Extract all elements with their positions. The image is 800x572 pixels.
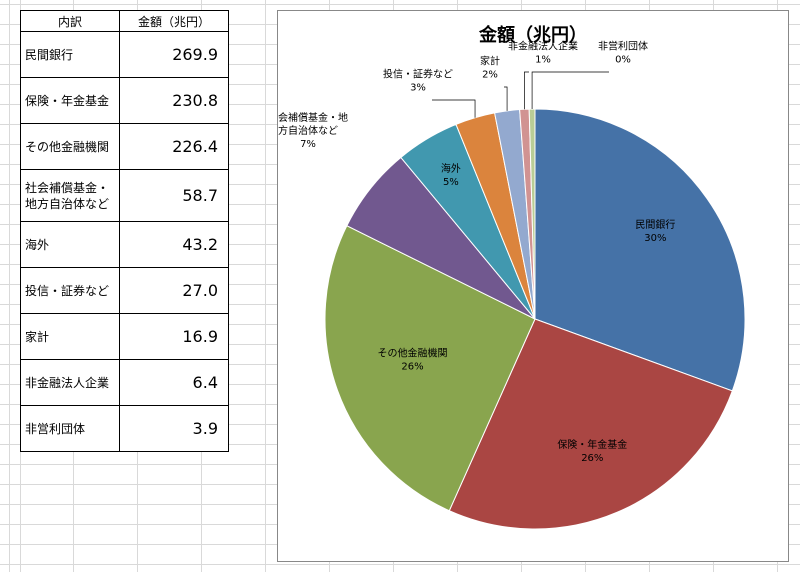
cell-name[interactable]: 海外 [20,221,120,268]
column-divider [265,0,266,572]
cell-value[interactable]: 27.0 [119,267,229,314]
table-row: 非営利団体 3.9 [20,405,229,452]
slice-percent-label: 26% [401,362,423,373]
pie-slice[interactable] [534,108,746,392]
leader-line [524,71,529,110]
slice-name-label: 海外 [441,162,461,175]
slice-name-label: 投信・証券など [383,68,453,81]
leader-line [531,71,609,110]
slice-percent-label: 1% [535,55,551,66]
leader-line [504,86,508,111]
header-item[interactable]: 内訳 [20,10,120,32]
data-table: 内訳 金額（兆円） 民間銀行 269.9 保険・年金基金 230.8 その他金融… [20,10,229,452]
table-row: 投信・証券など 27.0 [20,267,229,314]
slice-percent-label: 7% [300,139,316,150]
chart-title: 金額（兆円） [478,24,587,46]
slice-name-label: 非金融法人企業 [508,40,578,53]
cell-value[interactable]: 269.9 [119,31,229,78]
table-row: その他金融機関 226.4 [20,123,229,170]
cell-name[interactable]: 家計 [20,313,120,360]
table-row: 民間銀行 269.9 [20,31,229,78]
cell-name[interactable]: 非営利団体 [20,405,120,452]
cell-value[interactable]: 43.2 [119,221,229,268]
pie-chart: 金額（兆円） 民間銀行 30% 保険・年金基金 26% その他金融機関 26% 社会補償基金… [268,24,746,530]
cell-name[interactable]: その他金融機関 [20,123,120,170]
cell-name[interactable]: 民間銀行 [20,31,120,78]
slice-percent-label: 30% [644,233,666,244]
cell-name[interactable]: 非金融法人企業 [20,359,120,406]
leader-lines [432,71,609,118]
header-amount[interactable]: 金額（兆円） [119,10,229,32]
pie-slice[interactable] [448,318,733,530]
slice-name-label: 社会補償基金・地 [278,111,348,124]
slice-name-label: 非営利団体 [598,40,648,53]
slice-percent-label: 26% [581,453,603,464]
slice-name-label: 民間銀行 [635,218,675,231]
table-row: 保険・年金基金 230.8 [20,77,229,124]
slice-percent-label: 0% [615,55,631,66]
cell-value[interactable]: 6.4 [119,359,229,406]
slice-labels: 民間銀行 30% 保険・年金基金 26% その他金融機関 26% 社会補償基金・地方自治体な… [268,40,675,464]
slice-name-label: その他金融機関 [377,347,447,360]
slice-percent-label: 5% [443,177,459,188]
cell-value[interactable]: 16.9 [119,313,229,360]
leader-line [432,99,476,118]
pie-slices [324,108,746,530]
chart-area[interactable]: 金額（兆円） 民間銀行 30% 保険・年金基金 26% その他金融機関 26% 社会補償基金… [268,10,789,562]
table-row: 海外 43.2 [20,221,229,268]
table-row: 家計 16.9 [20,313,229,360]
table-row: 非金融法人企業 6.4 [20,359,229,406]
cell-name[interactable]: 社会補償基金・地方自治体など [20,169,120,222]
cell-name[interactable]: 保険・年金基金 [20,77,120,124]
slice-name-label: 家計 [480,55,500,68]
cell-value[interactable]: 230.8 [119,77,229,124]
slice-percent-label: 3% [410,83,426,94]
slice-name-label: 方自治体など [278,124,338,137]
table-header-row: 内訳 金額（兆円） [20,10,229,32]
slice-percent-label: 2% [482,70,498,81]
cell-value[interactable]: 3.9 [119,405,229,452]
cell-name[interactable]: 投信・証券など [20,267,120,314]
pie-slice[interactable] [324,225,536,512]
slice-name-label: 保険・年金基金 [557,438,627,451]
table-row: 社会補償基金・地方自治体など 58.7 [20,169,229,222]
cell-value[interactable]: 226.4 [119,123,229,170]
cell-value[interactable]: 58.7 [119,169,229,222]
